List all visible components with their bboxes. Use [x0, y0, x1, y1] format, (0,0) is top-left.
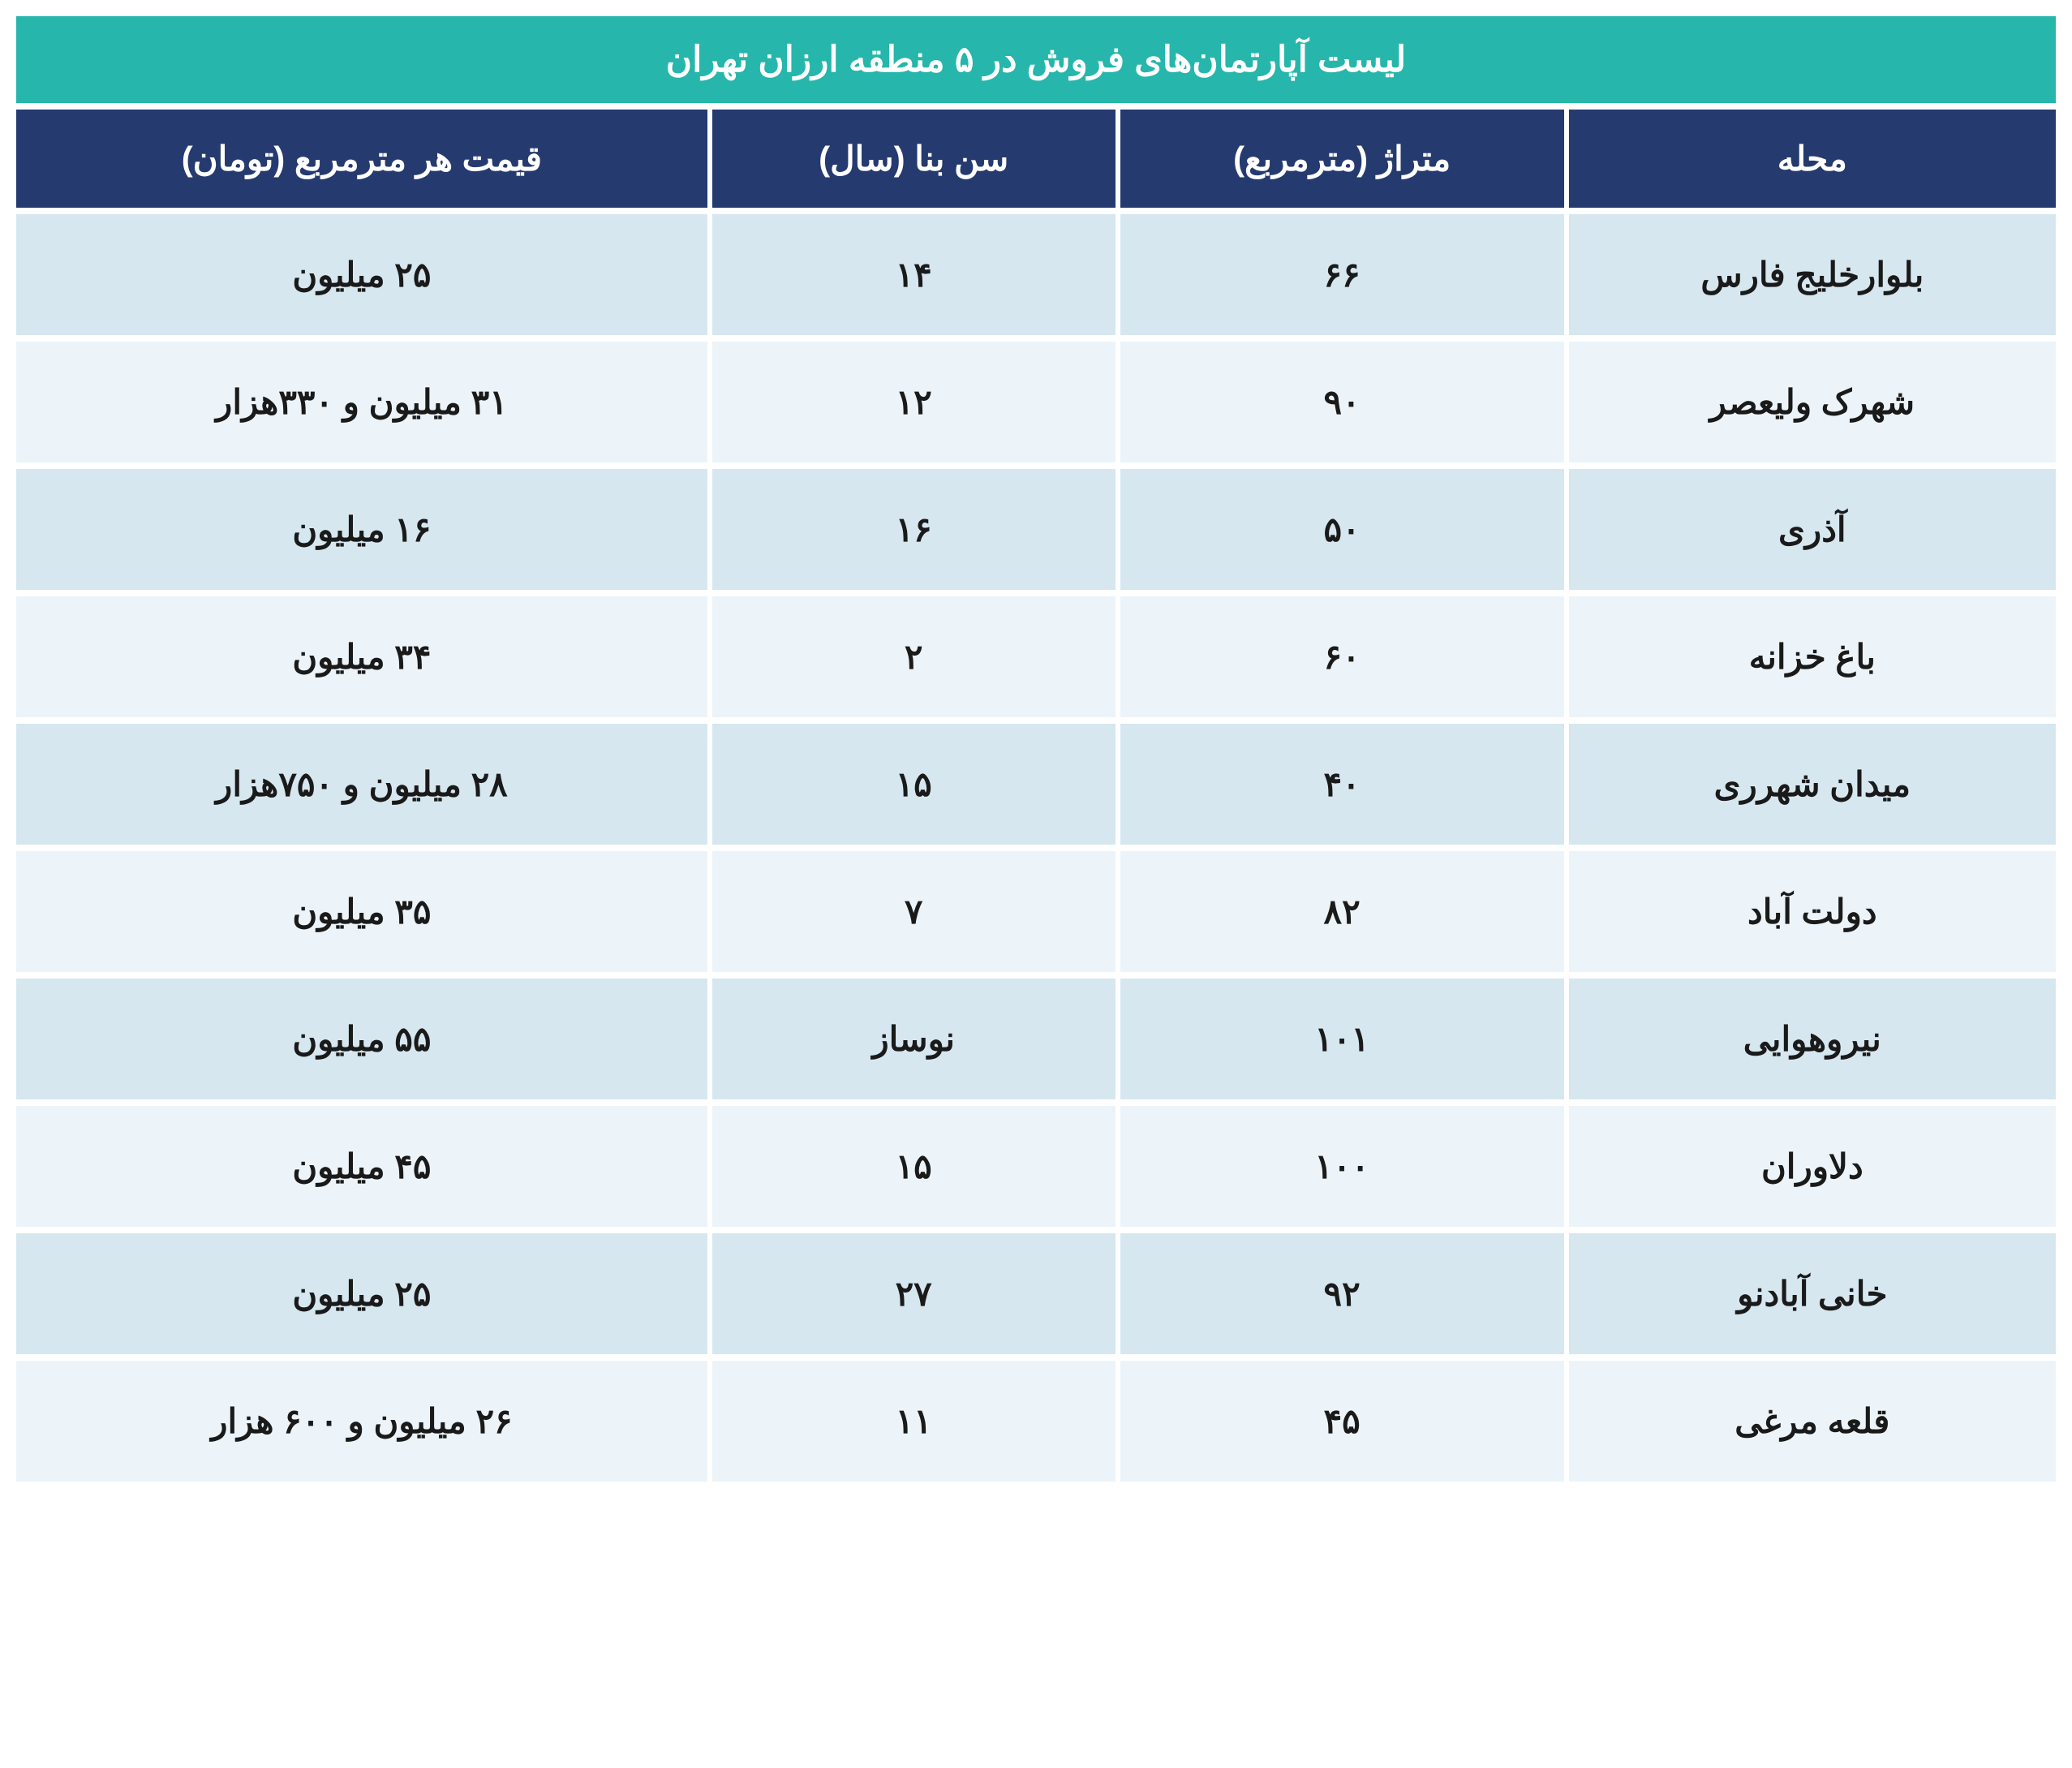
cell-area: ۱۰۱: [1118, 975, 1567, 1103]
table-row: بلوارخلیج فارس۶۶۱۴۲۵ میلیون: [16, 211, 2056, 338]
table-header-row: محله متراژ (مترمربع) سن بنا (سال) قیمت ه…: [16, 110, 2056, 211]
cell-neighborhood: قلعه مرغی: [1567, 1357, 2056, 1485]
cell-neighborhood: بلوارخلیج فارس: [1567, 211, 2056, 338]
cell-area: ۶۰: [1118, 593, 1567, 721]
cell-area: ۶۶: [1118, 211, 1567, 338]
table-row: قلعه مرغی۴۵۱۱۲۶ میلیون و ۶۰۰ هزار: [16, 1357, 2056, 1485]
cell-age: ۷: [710, 848, 1118, 975]
cell-age: ۱۱: [710, 1357, 1118, 1485]
cell-neighborhood: دولت آباد: [1567, 848, 2056, 975]
table-row: نیروهوایی۱۰۱نوساز۵۵ میلیون: [16, 975, 2056, 1103]
cell-neighborhood: دلاوران: [1567, 1103, 2056, 1230]
header-age: سن بنا (سال): [710, 110, 1118, 211]
cell-age: ۱۵: [710, 721, 1118, 848]
header-neighborhood: محله: [1567, 110, 2056, 211]
apartment-table: محله متراژ (مترمربع) سن بنا (سال) قیمت ه…: [16, 110, 2056, 1488]
table-body: بلوارخلیج فارس۶۶۱۴۲۵ میلیونشهرک ولیعصر۹۰…: [16, 211, 2056, 1485]
cell-area: ۹۰: [1118, 338, 1567, 466]
cell-age: ۱۴: [710, 211, 1118, 338]
apartment-table-container: لیست آپارتمان‌های فروش در ۵ منطقه ارزان …: [16, 16, 2056, 1488]
cell-price: ۳۴ میلیون: [16, 593, 710, 721]
cell-neighborhood: میدان شهرری: [1567, 721, 2056, 848]
cell-price: ۲۸ میلیون و ۷۵۰هزار: [16, 721, 710, 848]
header-area: متراژ (مترمربع): [1118, 110, 1567, 211]
table-row: میدان شهرری۴۰۱۵۲۸ میلیون و ۷۵۰هزار: [16, 721, 2056, 848]
table-row: آذری۵۰۱۶۱۶ میلیون: [16, 466, 2056, 593]
cell-area: ۴۰: [1118, 721, 1567, 848]
cell-neighborhood: نیروهوایی: [1567, 975, 2056, 1103]
cell-area: ۵۰: [1118, 466, 1567, 593]
table-row: دلاوران۱۰۰۱۵۴۵ میلیون: [16, 1103, 2056, 1230]
cell-area: ۸۲: [1118, 848, 1567, 975]
cell-age: ۱۵: [710, 1103, 1118, 1230]
cell-price: ۵۵ میلیون: [16, 975, 710, 1103]
cell-age: ۲: [710, 593, 1118, 721]
cell-age: ۲۷: [710, 1230, 1118, 1357]
table-row: دولت آباد۸۲۷۳۵ میلیون: [16, 848, 2056, 975]
cell-neighborhood: شهرک ولیعصر: [1567, 338, 2056, 466]
cell-area: ۱۰۰: [1118, 1103, 1567, 1230]
cell-age: نوساز: [710, 975, 1118, 1103]
cell-area: ۴۵: [1118, 1357, 1567, 1485]
cell-neighborhood: باغ خزانه: [1567, 593, 2056, 721]
cell-price: ۱۶ میلیون: [16, 466, 710, 593]
cell-price: ۲۵ میلیون: [16, 1230, 710, 1357]
cell-neighborhood: خانی آبادنو: [1567, 1230, 2056, 1357]
cell-price: ۳۱ میلیون و ۳۳۰هزار: [16, 338, 710, 466]
cell-price: ۲۶ میلیون و ۶۰۰ هزار: [16, 1357, 710, 1485]
cell-price: ۲۵ میلیون: [16, 211, 710, 338]
cell-area: ۹۲: [1118, 1230, 1567, 1357]
table-row: خانی آبادنو۹۲۲۷۲۵ میلیون: [16, 1230, 2056, 1357]
cell-age: ۱۶: [710, 466, 1118, 593]
cell-age: ۱۲: [710, 338, 1118, 466]
cell-neighborhood: آذری: [1567, 466, 2056, 593]
header-price: قیمت هر مترمربع (تومان): [16, 110, 710, 211]
table-row: باغ خزانه۶۰۲۳۴ میلیون: [16, 593, 2056, 721]
cell-price: ۳۵ میلیون: [16, 848, 710, 975]
table-title: لیست آپارتمان‌های فروش در ۵ منطقه ارزان …: [16, 16, 2056, 110]
cell-price: ۴۵ میلیون: [16, 1103, 710, 1230]
table-row: شهرک ولیعصر۹۰۱۲۳۱ میلیون و ۳۳۰هزار: [16, 338, 2056, 466]
